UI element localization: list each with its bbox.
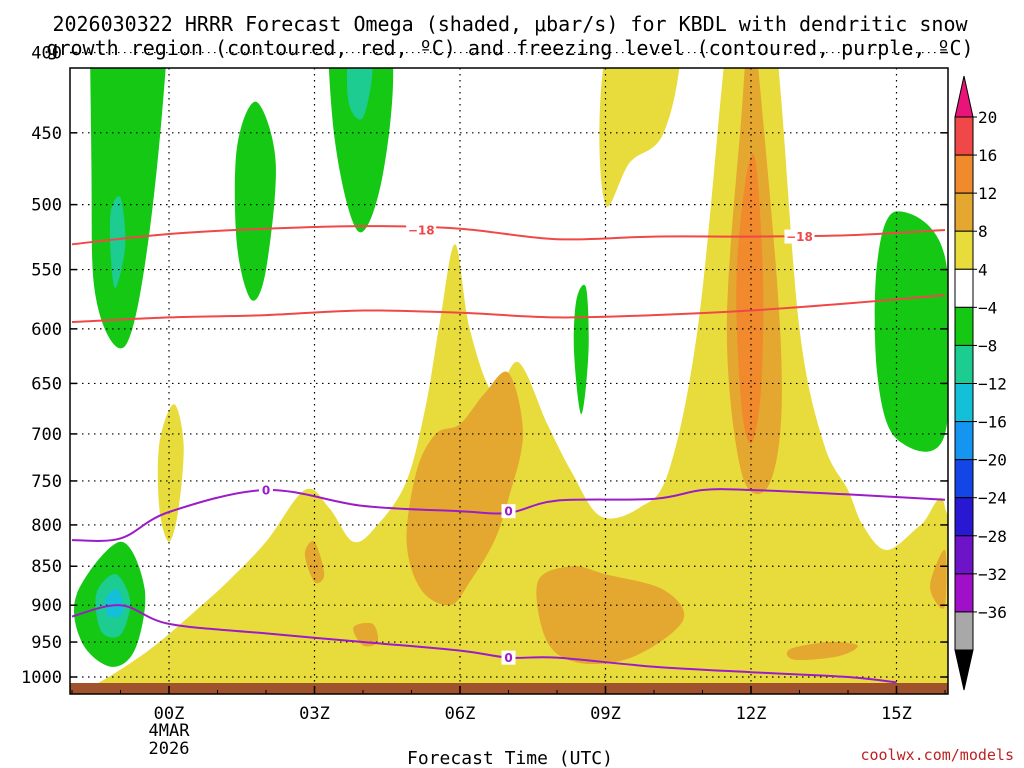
y-tick-label-550: 550 bbox=[31, 261, 62, 281]
x-axis: 00Z 03Z 06Z 09Z 12Z 15Z bbox=[71, 686, 946, 724]
colorbar-label-13: −36 bbox=[978, 603, 1007, 622]
colorbar-label-2: 12 bbox=[978, 184, 997, 203]
y-tick-label-700: 700 bbox=[31, 425, 62, 445]
colorbar-box-13 bbox=[954, 611, 974, 651]
omega-shaded-regions bbox=[70, 68, 948, 694]
colorbar-label-4: 4 bbox=[978, 260, 988, 279]
omega-region-26 bbox=[353, 622, 379, 647]
colorbar-bottom-arrow bbox=[954, 649, 974, 691]
contour-line-1 bbox=[71, 294, 946, 323]
omega-region-16 bbox=[105, 589, 124, 618]
y-tick-label-450: 450 bbox=[31, 124, 62, 144]
colorbar-box-6 bbox=[954, 344, 974, 384]
omega-region-30 bbox=[736, 153, 764, 444]
x-tick-label-03Z: 03Z bbox=[299, 704, 330, 724]
colorbar-box-11 bbox=[954, 535, 974, 575]
credit-text: coolwx.com/models bbox=[860, 746, 1014, 764]
contour-label-4: 0 bbox=[504, 651, 512, 665]
contour-line-3 bbox=[71, 604, 897, 684]
date-label-year: 2026 bbox=[149, 739, 190, 759]
contour-label-1: −18 bbox=[786, 230, 813, 244]
contour-labels: −18 −18 0 0 0 bbox=[259, 223, 815, 665]
omega-region-18 bbox=[599, 68, 680, 207]
colorbar-label-3: 8 bbox=[978, 222, 988, 241]
colorbar-box-3 bbox=[954, 230, 974, 270]
contour-label-0: −18 bbox=[408, 224, 435, 238]
colorbar-box-7 bbox=[954, 383, 974, 423]
omega-region-13 bbox=[874, 211, 948, 452]
omega-region-19 bbox=[157, 404, 184, 542]
grid-lines bbox=[70, 51, 948, 694]
contour-label-bg-0 bbox=[406, 223, 437, 238]
contour-label-3: 0 bbox=[504, 505, 512, 519]
temperature-contours bbox=[71, 225, 946, 684]
x-tick-label-15Z: 15Z bbox=[881, 704, 912, 724]
y-tick-label-1000: 1000 bbox=[21, 668, 62, 688]
colorbar-label-11: −28 bbox=[978, 527, 1007, 546]
omega-region-28 bbox=[786, 641, 858, 661]
colorbar-box-8 bbox=[954, 421, 974, 461]
contour-label-2: 0 bbox=[262, 483, 270, 497]
x-tick-label-12Z: 12Z bbox=[736, 704, 767, 724]
omega-region-6 bbox=[346, 68, 373, 120]
colorbar-box-5 bbox=[954, 306, 974, 346]
colorbar-label-1: 16 bbox=[978, 146, 997, 165]
omega-region-27 bbox=[304, 541, 325, 584]
colorbar-box-9 bbox=[954, 459, 974, 499]
ground-surface bbox=[70, 683, 948, 694]
colorbar-box-1 bbox=[954, 154, 974, 194]
chart-title-line-2: growth region (contoured, red, ºC) and f… bbox=[46, 36, 973, 60]
y-tick-label-650: 650 bbox=[31, 374, 62, 394]
colorbar-label-0: 20 bbox=[978, 108, 997, 127]
y-tick-label-600: 600 bbox=[31, 320, 62, 340]
omega-region-25 bbox=[536, 566, 685, 665]
chart-title-line-1: 2026030322 HRRR Forecast Omega (shaded, … bbox=[52, 12, 968, 36]
y-tick-label-950: 950 bbox=[31, 633, 62, 653]
omega-region-2 bbox=[109, 196, 126, 289]
colorbar-label-12: −32 bbox=[978, 565, 1007, 584]
colorbar-label-7: −12 bbox=[978, 375, 1007, 394]
y-tick-label-750: 750 bbox=[31, 472, 62, 492]
x-tick-label-09Z: 09Z bbox=[590, 704, 621, 724]
colorbar-label-5: −4 bbox=[978, 298, 997, 317]
contour-label-bg-3 bbox=[501, 504, 516, 519]
x-tick-label-06Z: 06Z bbox=[445, 704, 476, 724]
contour-label-bg-4 bbox=[501, 650, 516, 665]
contour-label-bg-2 bbox=[259, 482, 273, 497]
x-axis-label: Forecast Time (UTC) bbox=[407, 748, 613, 768]
omega-region-29 bbox=[930, 549, 947, 609]
colorbar-label-6: −8 bbox=[978, 336, 997, 355]
y-tick-label-400: 400 bbox=[31, 44, 62, 64]
y-tick-label-800: 800 bbox=[31, 516, 62, 536]
colorbar-label-8: −16 bbox=[978, 413, 1007, 432]
omega-region-0 bbox=[90, 68, 166, 349]
y-tick-label-900: 900 bbox=[31, 596, 62, 616]
omega-region-5 bbox=[328, 68, 394, 233]
colorbar-box-0 bbox=[954, 116, 974, 156]
colorbar-box-12 bbox=[954, 573, 974, 613]
colorbar-box-10 bbox=[954, 497, 974, 537]
colorbar: 20 16 12 8 4 −4 −8 −12 −16 −20 −24 −28 −32 −36 bbox=[954, 75, 1007, 691]
omega-region-4 bbox=[234, 101, 276, 301]
y-tick-label-850: 850 bbox=[31, 557, 62, 577]
omega-region-22 bbox=[406, 371, 523, 606]
colorbar-box-2 bbox=[954, 192, 974, 232]
contour-label-bg-1 bbox=[784, 229, 815, 244]
colorbar-label-9: −20 bbox=[978, 451, 1007, 470]
date-label-day: 4MAR bbox=[149, 721, 191, 741]
y-axis: 2503003504004505005506006507007508008509… bbox=[21, 44, 948, 688]
colorbar-box-4 bbox=[954, 268, 974, 308]
y-tick-label-500: 500 bbox=[31, 196, 62, 216]
x-tick-label-00Z: 00Z bbox=[154, 704, 185, 724]
colorbar-label-10: −24 bbox=[978, 489, 1007, 508]
